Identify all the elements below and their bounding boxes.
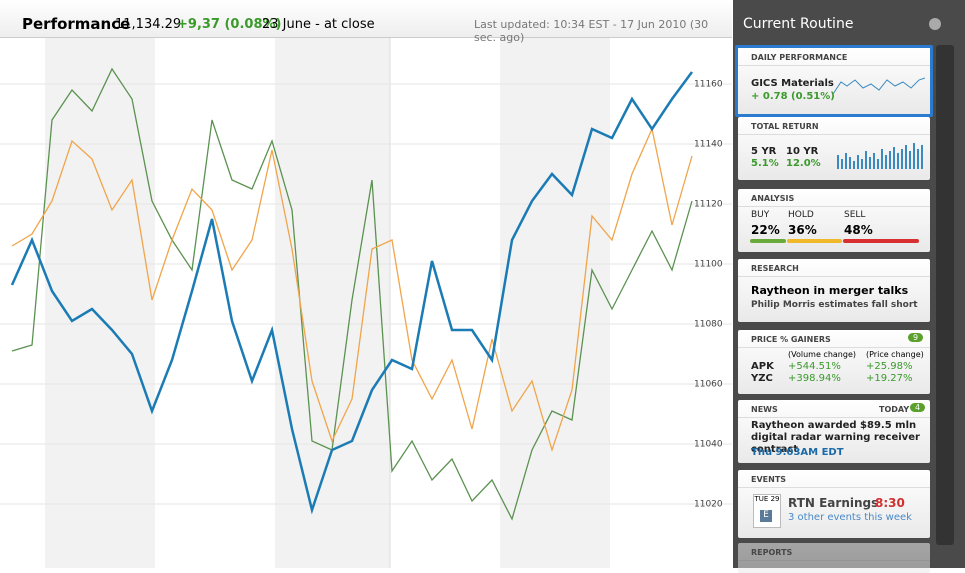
badge: 9: [908, 333, 924, 342]
y-tick-label: 11120: [694, 200, 723, 210]
more[interactable]: 3 other events this week: [788, 512, 912, 523]
gear[interactable]: [929, 18, 941, 30]
time: Thu 9:03AM EDT: [751, 447, 844, 458]
y-tick-label: 11100: [694, 260, 723, 270]
value: 36%: [788, 223, 817, 237]
heading: DAILY PERFORMANCE: [738, 48, 930, 66]
band: [275, 37, 390, 568]
vol: +544.51%: [788, 361, 841, 372]
chart: 11020 11040 11060 11080 11100 11120 11140 11160: [0, 37, 732, 568]
day: TUE 29: [753, 494, 781, 528]
band: [500, 37, 610, 568]
heading: TOTAL RETURN: [738, 117, 930, 135]
col-head: (Volume change): [788, 350, 856, 359]
label: BUY: [751, 210, 770, 220]
label: 10 YR: [786, 146, 819, 157]
headline: Raytheon awarded $89.5 mln digital radar…: [751, 420, 920, 455]
event-time: 8:30: [875, 496, 905, 510]
heading: REPORTS: [738, 543, 930, 561]
label: HOLD: [788, 210, 814, 220]
sidebar-title[interactable]: Current Routine: [743, 16, 854, 32]
heading: EVENTS: [738, 470, 930, 488]
value: 11,134.29: [115, 17, 182, 32]
line: [11, 67, 693, 521]
research-card[interactable]: RESEARCH Raytheon in merger talks Philip…: [738, 259, 930, 322]
ticker: YZC: [751, 373, 773, 384]
band: [45, 37, 155, 568]
header: Performance 11,134.29 +9,37 (0.08%) 23 J…: [0, 0, 732, 44]
sparkline: [833, 77, 925, 95]
line: [10, 71, 694, 515]
y-tick-label: 11060: [694, 380, 723, 390]
heading: ANALYSIS: [738, 189, 930, 207]
price: +25.98%: [866, 361, 913, 372]
heading: NEWS: [738, 400, 930, 418]
value: 48%: [844, 223, 873, 237]
sell-bar: [843, 239, 919, 243]
reports-card[interactable]: REPORTS: [738, 543, 930, 573]
change: + 0.78 (0.51%): [751, 91, 835, 102]
label: 5 YR: [751, 146, 777, 157]
label: SELL: [844, 210, 866, 220]
line: [11, 126, 693, 453]
name: GICS Materials: [751, 78, 834, 89]
daily-card[interactable]: DAILY PERFORMANCE GICS Materials + 0.78 …: [735, 45, 933, 117]
news-card[interactable]: NEWS TODAY 4 Raytheon awarded $89.5 mln …: [738, 400, 930, 463]
gainers-card[interactable]: PRICE % GAINERS 9 (Volume change) (Price…: [738, 330, 930, 394]
sub: Philip Morris estimates fall short: [751, 300, 918, 310]
date: 23 June - at close: [262, 17, 375, 32]
headline: Raytheon in merger talks: [751, 284, 909, 297]
value: 12.0%: [786, 158, 821, 169]
total-card[interactable]: TOTAL RETURN 5 YR 5.1% 10 YR 12.0%: [738, 117, 930, 180]
return-bars: [837, 143, 923, 169]
heading: PRICE % GAINERS: [738, 330, 930, 348]
change: +9,37 (0.08%): [177, 17, 282, 32]
col-head: (Price change): [866, 350, 924, 359]
y-tick-label: 11160: [694, 80, 723, 90]
events-card[interactable]: EVENTS TUE 29 E RTN Earnings 8:30 3 othe…: [738, 470, 930, 538]
heading: RESEARCH: [738, 259, 930, 277]
analysis-card[interactable]: ANALYSIS BUY HOLD SELL 22% 36% 48%: [738, 189, 930, 252]
updated: Last updated: 10:34 EST - 17 Jun 2010 (3…: [474, 18, 709, 44]
ticker: APK: [751, 361, 774, 372]
buy-bar: [750, 239, 786, 243]
price: +19.27%: [866, 373, 913, 384]
y-tick-label: 11040: [694, 440, 723, 450]
icon: E: [760, 510, 772, 522]
badge: 4: [910, 403, 926, 412]
y-tick-label: 11020: [694, 500, 723, 510]
value: 5.1%: [751, 158, 779, 169]
value: 22%: [751, 223, 780, 237]
title: Performance: [22, 15, 131, 33]
hold-bar: [787, 239, 842, 243]
sidebar: Current Routine DAILY PERFORMANCE GICS M…: [733, 0, 965, 573]
vol: +398.94%: [788, 373, 841, 384]
y-tick-label: 11140: [694, 140, 723, 150]
scrollbar[interactable]: [936, 45, 954, 545]
y-tick-label: 11080: [694, 320, 723, 330]
event: RTN Earnings: [788, 496, 879, 510]
today: TODAY: [879, 405, 910, 414]
